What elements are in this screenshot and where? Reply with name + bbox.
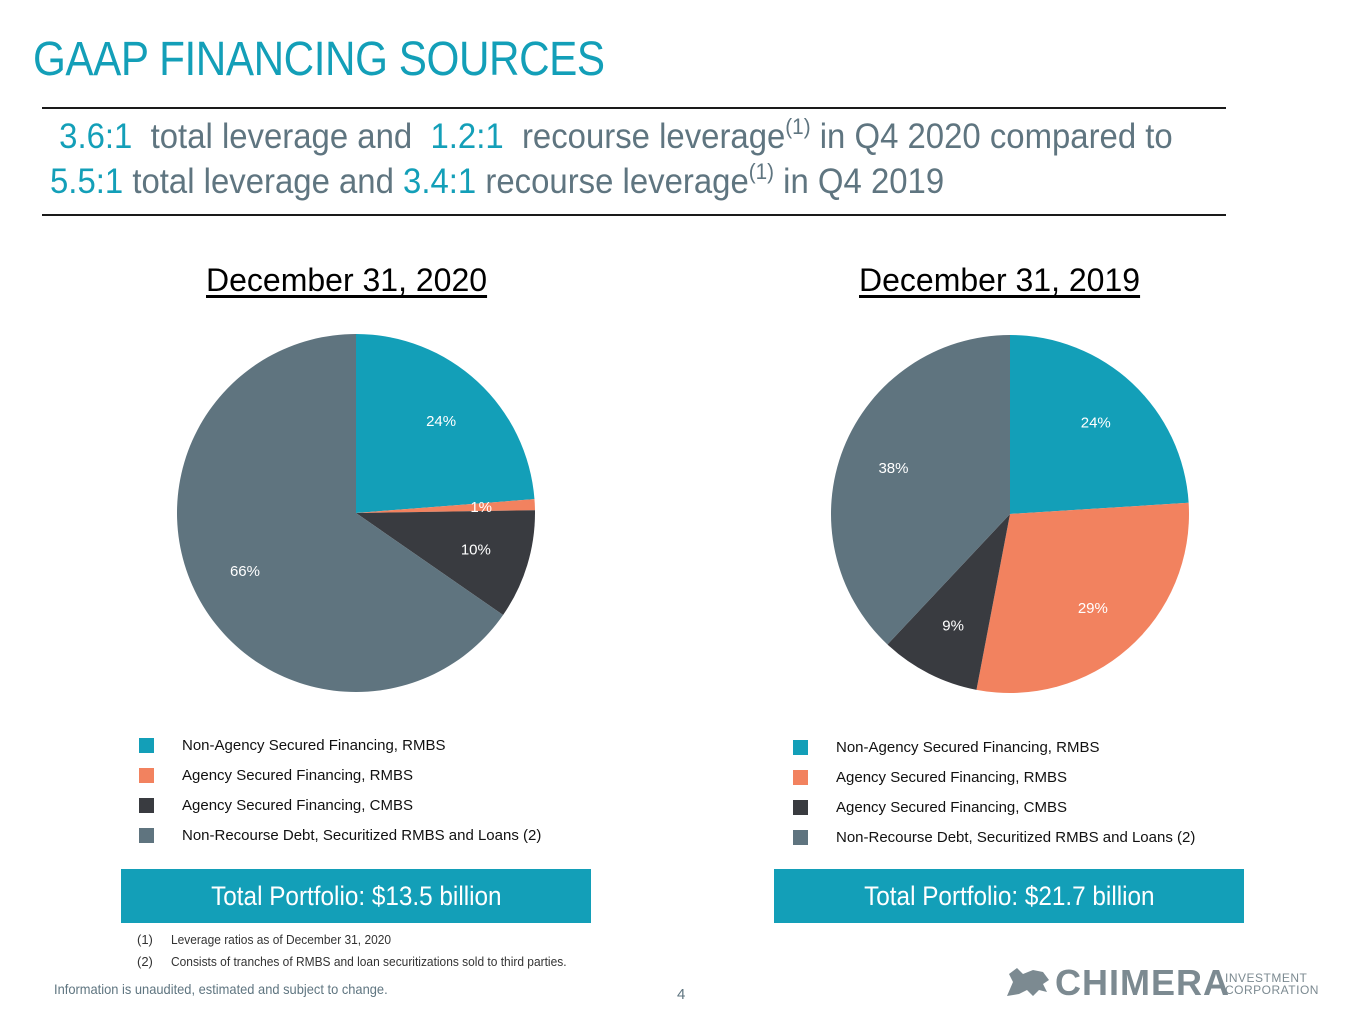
headline-text: in Q4 2019 (783, 162, 945, 201)
legend-label: Non-Agency Secured Financing, RMBS (182, 737, 446, 754)
pie-slice-non-recourse (176, 334, 504, 692)
recourse-leverage-2020: 1.2:1 (430, 117, 504, 156)
legend-swatch (139, 828, 154, 843)
chart-title-2019: December 31, 2019 (859, 262, 1141, 298)
pie-chart-2019: 24% 29% 9% 38% (831, 335, 1189, 693)
legend-label: Non-Recourse Debt, Securitized RMBS and … (182, 827, 542, 844)
legend-swatch (139, 768, 154, 783)
pie-label-agency-cmbs: 9% (942, 618, 964, 635)
pie-label-agency-cmbs: 10% (461, 541, 491, 558)
pie-label-agency-rmbs: 1% (470, 499, 492, 516)
company-logo: CHIMERA INVESTMENT CORPORATION (1003, 962, 1343, 1003)
total-leverage-2020: 3.6:1 (59, 117, 133, 156)
legend-label: Agency Secured Financing, RMBS (182, 767, 413, 784)
logo-sub-2: CORPORATION (1225, 983, 1319, 997)
pie-slice-agency-rmbs (356, 499, 535, 513)
page-title: GAAP FINANCING SOURCES (33, 33, 605, 86)
chart-title-2020: December 31, 2020 (206, 262, 488, 298)
legend-label: Non-Agency Secured Financing, RMBS (836, 739, 1100, 756)
pie-slice-non-recourse (831, 335, 1010, 645)
total-portfolio-2019: Total Portfolio: $21.7 billion (774, 869, 1244, 923)
chimera-icon (1007, 968, 1049, 996)
pie-slice-agency-cmbs (356, 510, 535, 616)
legend-swatch (793, 830, 808, 845)
total-portfolio-label: Total Portfolio: $21.7 billion (863, 881, 1155, 911)
legend-swatch (139, 798, 154, 813)
pie-label-agency-rmbs: 29% (1078, 600, 1108, 617)
logo-subtitle: INVESTMENT CORPORATION (1225, 972, 1319, 996)
legend-label: Agency Secured Financing, CMBS (182, 797, 413, 814)
legend-label: Non-Recourse Debt, Securitized RMBS and … (836, 829, 1196, 846)
pie-slice-agency-cmbs (887, 514, 1010, 690)
pie-slice-agency-rmbs (976, 502, 1189, 693)
total-portfolio-label: Total Portfolio: $13.5 billion (210, 881, 502, 911)
bottom-divider (42, 214, 1226, 216)
pie-slice-non-agency-rmbs (356, 334, 535, 513)
disclaimer: Information is unaudited, estimated and … (54, 981, 388, 997)
footnote-ref: (1) (785, 114, 811, 139)
headline-text: recourse leverage (485, 162, 749, 201)
footnote-number: (2) (137, 954, 153, 969)
pie-slice-non-agency-rmbs (1010, 335, 1189, 514)
pie-label-non-recourse: 38% (878, 460, 908, 477)
headline-text: in Q4 2020 compared to (819, 117, 1173, 156)
legend-label: Agency Secured Financing, CMBS (836, 799, 1067, 816)
headline-text: recourse leverage (521, 117, 786, 156)
headline-line-2: 5.5:1 total leverage and 3.4:1 recourse … (50, 159, 1159, 204)
headline-text: total leverage and (132, 162, 394, 201)
logo-sub-1: INVESTMENT (1225, 971, 1308, 985)
footnote-number: (1) (137, 932, 153, 947)
footnote-ref: (1) (748, 159, 775, 184)
legend-swatch (793, 770, 808, 785)
page-number: 4 (677, 986, 686, 1003)
headline: 3.6:1 total leverage and 1.2:1 recourse … (50, 114, 1173, 204)
legend-swatch (793, 800, 808, 815)
pie-label-non-agency-rmbs: 24% (1081, 415, 1111, 432)
pie-label-non-agency-rmbs: 24% (426, 413, 456, 430)
legend-label: Agency Secured Financing, RMBS (836, 769, 1067, 786)
pie-chart-2020: 24% 1% 10% 66% (176, 334, 535, 692)
top-divider (42, 107, 1226, 109)
total-leverage-2019: 5.5:1 (50, 162, 124, 201)
headline-line-1: 3.6:1 total leverage and 1.2:1 recourse … (50, 114, 1173, 159)
footnote-text: Consists of tranches of RMBS and loan se… (171, 954, 567, 969)
headline-text: total leverage and (150, 117, 413, 156)
legend-swatch (139, 738, 154, 753)
total-portfolio-2020: Total Portfolio: $13.5 billion (121, 869, 591, 923)
recourse-leverage-2019: 3.4:1 (403, 162, 477, 201)
logo-wordmark: CHIMERA (1055, 962, 1230, 1003)
pie-label-non-recourse: 66% (230, 563, 260, 580)
footnote-text: Leverage ratios as of December 31, 2020 (171, 932, 392, 947)
legend-swatch (793, 740, 808, 755)
